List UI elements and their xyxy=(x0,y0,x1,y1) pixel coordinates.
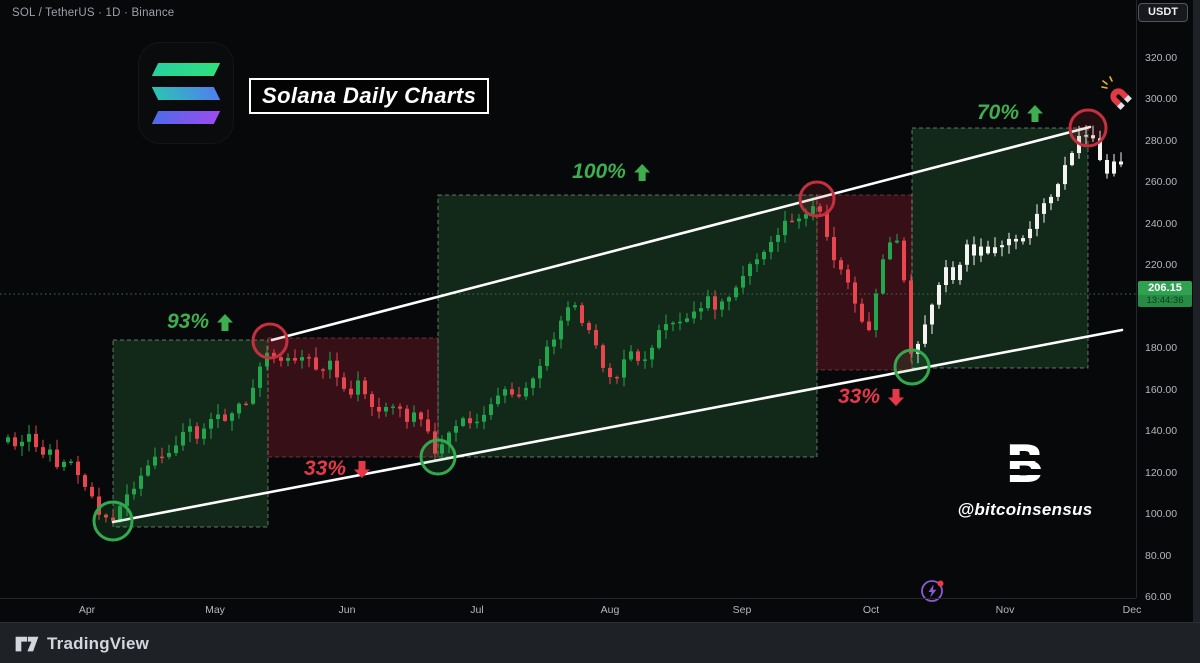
logo-slit xyxy=(1002,455,1050,461)
month-label-jun: Jun xyxy=(338,604,356,616)
magnet-icon xyxy=(1101,76,1132,110)
arrow-up-icon xyxy=(1027,104,1044,122)
pivot-circle-low[interactable] xyxy=(419,438,457,476)
arrow-up-icon xyxy=(633,163,650,181)
trade-zone-box[interactable] xyxy=(437,194,818,458)
percent-value: 70% xyxy=(976,101,1020,124)
trade-zone-box[interactable] xyxy=(911,127,1089,369)
percent-annotation[interactable]: 33% xyxy=(303,457,371,481)
month-label-aug: Aug xyxy=(600,604,620,616)
tradingview-logo[interactable]: TradingView xyxy=(14,631,149,657)
solana-logo-bar-top xyxy=(151,62,221,76)
flash-alert-icon[interactable] xyxy=(919,577,947,605)
chart-title: Solana Daily Charts xyxy=(249,78,490,114)
arrow-down-icon xyxy=(354,460,371,478)
symbol-title[interactable]: SOL / TetherUS · 1D · Binance xyxy=(12,7,175,19)
pivot-circle-high[interactable] xyxy=(1068,108,1108,148)
chart-canvas[interactable] xyxy=(0,0,1136,599)
price-tick: 180.00 xyxy=(1145,342,1178,354)
topbar: SOL / TetherUS · 1D · Binance USDT xyxy=(0,0,1200,26)
badge-price: 206.15 xyxy=(1148,282,1182,294)
price-tick: 120.00 xyxy=(1145,467,1178,479)
percent-annotation[interactable]: 70% xyxy=(976,101,1044,125)
percent-annotation[interactable]: 93% xyxy=(166,310,234,334)
price-tick: 260.00 xyxy=(1145,176,1178,188)
trendline[interactable] xyxy=(111,328,1124,524)
price-tick: 160.00 xyxy=(1145,384,1178,396)
time-axis[interactable]: Apr May Jun Jul Aug Sep Oct Nov Dec xyxy=(0,598,1141,623)
price-tick: 320.00 xyxy=(1145,52,1178,64)
solana-logo-bar-bottom xyxy=(151,110,221,124)
trendline[interactable] xyxy=(270,125,1092,342)
month-label-nov: Nov xyxy=(995,604,1015,616)
pivot-circle-high[interactable] xyxy=(251,322,289,360)
tradingview-logo-icon xyxy=(15,636,39,652)
currency-toggle-button[interactable]: USDT xyxy=(1138,3,1188,22)
solana-logo xyxy=(138,42,234,144)
trade-zone-box[interactable] xyxy=(816,194,913,371)
trade-zone-box[interactable] xyxy=(267,337,439,458)
month-label-dec: Dec xyxy=(1122,604,1142,616)
solana-logo-bar-middle xyxy=(151,86,221,100)
percent-value: 93% xyxy=(166,310,210,333)
percent-value: 100% xyxy=(572,160,626,183)
arrow-down-icon xyxy=(888,388,905,406)
month-label-apr: Apr xyxy=(78,604,96,616)
bottom-toolbar: TradingView xyxy=(0,622,1200,663)
percent-value: 33% xyxy=(303,457,347,480)
month-label-sep: Sep xyxy=(732,604,752,616)
bitcoinsensus-logo: B xyxy=(1002,439,1050,491)
badge-countdown: 13:44:36 xyxy=(1138,295,1192,307)
arrow-up-icon xyxy=(217,313,234,331)
percent-annotation[interactable]: 33% xyxy=(837,385,905,409)
price-tick: 60.00 xyxy=(1145,591,1172,603)
price-axis[interactable]: 206.15 13:44:36 320.00 300.00 280.00 260.00… xyxy=(1136,0,1194,603)
price-tick: 220.00 xyxy=(1145,259,1178,271)
price-tick: 240.00 xyxy=(1145,218,1178,230)
pivot-circle-low[interactable] xyxy=(92,500,134,542)
percent-annotation[interactable]: 100% xyxy=(572,160,650,184)
month-label-oct: Oct xyxy=(862,604,880,616)
right-edge-strip xyxy=(1193,0,1200,663)
price-tick: 80.00 xyxy=(1145,550,1172,562)
price-badge: 206.15 13:44:36 xyxy=(1138,281,1192,307)
tradingview-logo-text: TradingView xyxy=(47,634,150,653)
price-tick: 140.00 xyxy=(1145,425,1178,437)
pivot-circle-high[interactable] xyxy=(798,180,836,218)
price-tick: 280.00 xyxy=(1145,135,1178,147)
price-tick: 100.00 xyxy=(1145,508,1178,520)
logo-slit xyxy=(1002,469,1050,475)
watermark: B @bitcoinsensus xyxy=(940,439,1110,520)
percent-value: 33% xyxy=(837,385,881,408)
month-label-may: May xyxy=(205,604,225,616)
pivot-circle-low[interactable] xyxy=(893,348,931,386)
watermark-handle: @bitcoinsensus xyxy=(957,500,1093,519)
month-label-jul: Jul xyxy=(470,604,484,616)
price-tick: 300.00 xyxy=(1145,93,1178,105)
